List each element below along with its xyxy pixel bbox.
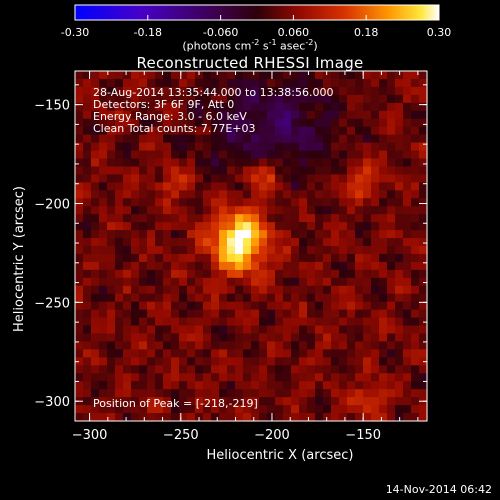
colorbar-tick-label: 0.18 bbox=[354, 26, 379, 39]
heatmap-cells bbox=[75, 71, 428, 422]
colorbar-tick-label: -0.18 bbox=[134, 26, 162, 39]
colorbar: -0.30 -0.18 -0.060 0.060 0.18 0.30 bbox=[61, 4, 452, 39]
info-total-counts: Clean Total counts: 7.77E+03 bbox=[93, 122, 256, 135]
x-tick-label: −200 bbox=[254, 428, 290, 443]
y-tick-label: −150 bbox=[34, 99, 70, 114]
y-tick-label: −200 bbox=[34, 197, 70, 212]
y-tick-label: −250 bbox=[34, 296, 70, 311]
x-tick-label: −300 bbox=[72, 428, 108, 443]
plot-frame bbox=[74, 70, 428, 422]
info-energy-range: Energy Range: 3.0 - 6.0 keV bbox=[93, 110, 247, 123]
chart-title: Reconstructed RHESSI Image bbox=[136, 54, 364, 72]
x-tick-label: −150 bbox=[345, 428, 381, 443]
colorbar-tick-label: 0.060 bbox=[278, 26, 310, 39]
info-detectors: Detectors: 3F 6F 9F, Att 0 bbox=[93, 98, 235, 111]
colorbar-units: (photons cm-2 s-1 asec-2) bbox=[182, 38, 318, 53]
x-axis-label: Heliocentric X (arcsec) bbox=[206, 448, 354, 463]
colorbar-tick-label: -0.060 bbox=[203, 26, 238, 39]
info-time-range: 28-Aug-2014 13:35:44.000 to 13:38:56.000 bbox=[93, 86, 334, 99]
colorbar-gradient bbox=[74, 4, 440, 21]
peak-position-label: Position of Peak = [-218,-219] bbox=[93, 397, 258, 410]
colorbar-tick-label: -0.30 bbox=[61, 26, 89, 39]
x-tick-label: −250 bbox=[163, 428, 199, 443]
y-axis-label: Heliocentric Y (arcsec) bbox=[12, 186, 27, 332]
colorbar-tick-label: 0.30 bbox=[427, 26, 452, 39]
y-tick-label: −300 bbox=[34, 395, 70, 410]
timestamp: 14-Nov-2014 06:42 bbox=[385, 483, 492, 496]
